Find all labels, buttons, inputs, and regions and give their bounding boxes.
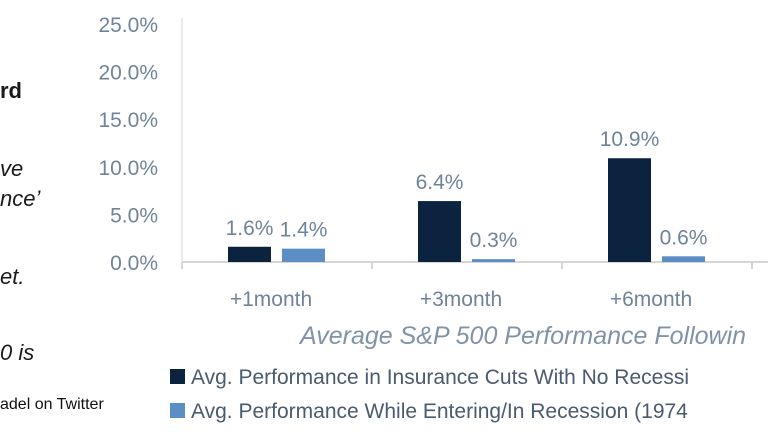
bars: 1.6% 1.4% 6.4% 0.3% 10.9% 0.6% [226,128,708,262]
legend-swatch-series-1 [170,368,185,384]
data-label: 6.4% [416,171,464,194]
credit-text: adel on Twitter [0,396,104,413]
side-text-line-5: 0 is [0,340,35,365]
y-tick-label: 20.0% [98,62,158,85]
data-label: 0.6% [660,226,708,249]
legend-label-series-2: Avg. Performance While Entering/In Reces… [191,400,688,423]
y-axis: 0.0% 5.0% 10.0% 15.0% 20.0% 25.0% [98,14,183,275]
y-tick-label: 25.0% [98,14,158,37]
legend-label-series-1: Avg. Performance in Insurance Cuts With … [191,366,689,389]
bar-series-2 [282,248,325,262]
bar-series-1 [418,201,461,262]
side-text-line-1: rd [0,78,22,103]
data-label: 0.3% [470,229,518,252]
data-label: 1.6% [226,217,274,240]
x-axis: +1month +3month +6month [181,261,768,311]
legend-item-series-2: Avg. Performance While Entering/In Reces… [170,400,688,424]
bar-series-2 [662,256,705,262]
legend-item-series-1: Avg. Performance in Insurance Cuts With … [170,366,689,390]
side-text-line-2: ve [0,156,24,181]
bar-series-1 [228,246,271,262]
side-text-line-3: nce’ [0,186,41,211]
y-tick-label: 15.0% [98,109,158,132]
data-label: 1.4% [280,219,328,242]
legend-swatch-series-2 [170,402,185,418]
y-tick-label: 0.0% [110,252,158,275]
bar-series-2 [472,259,515,262]
y-tick-label: 5.0% [110,204,158,227]
side-text-line-4: et. [0,264,25,289]
x-tick-label: +6month [610,288,692,311]
bar-series-1 [608,158,651,262]
x-tick-label: +1month [230,288,312,311]
data-label: 10.9% [600,128,660,151]
x-tick-label: +3month [420,288,502,311]
y-tick-label: 10.0% [98,157,158,180]
x-axis-title: Average S&P 500 Performance Followin [300,322,747,350]
